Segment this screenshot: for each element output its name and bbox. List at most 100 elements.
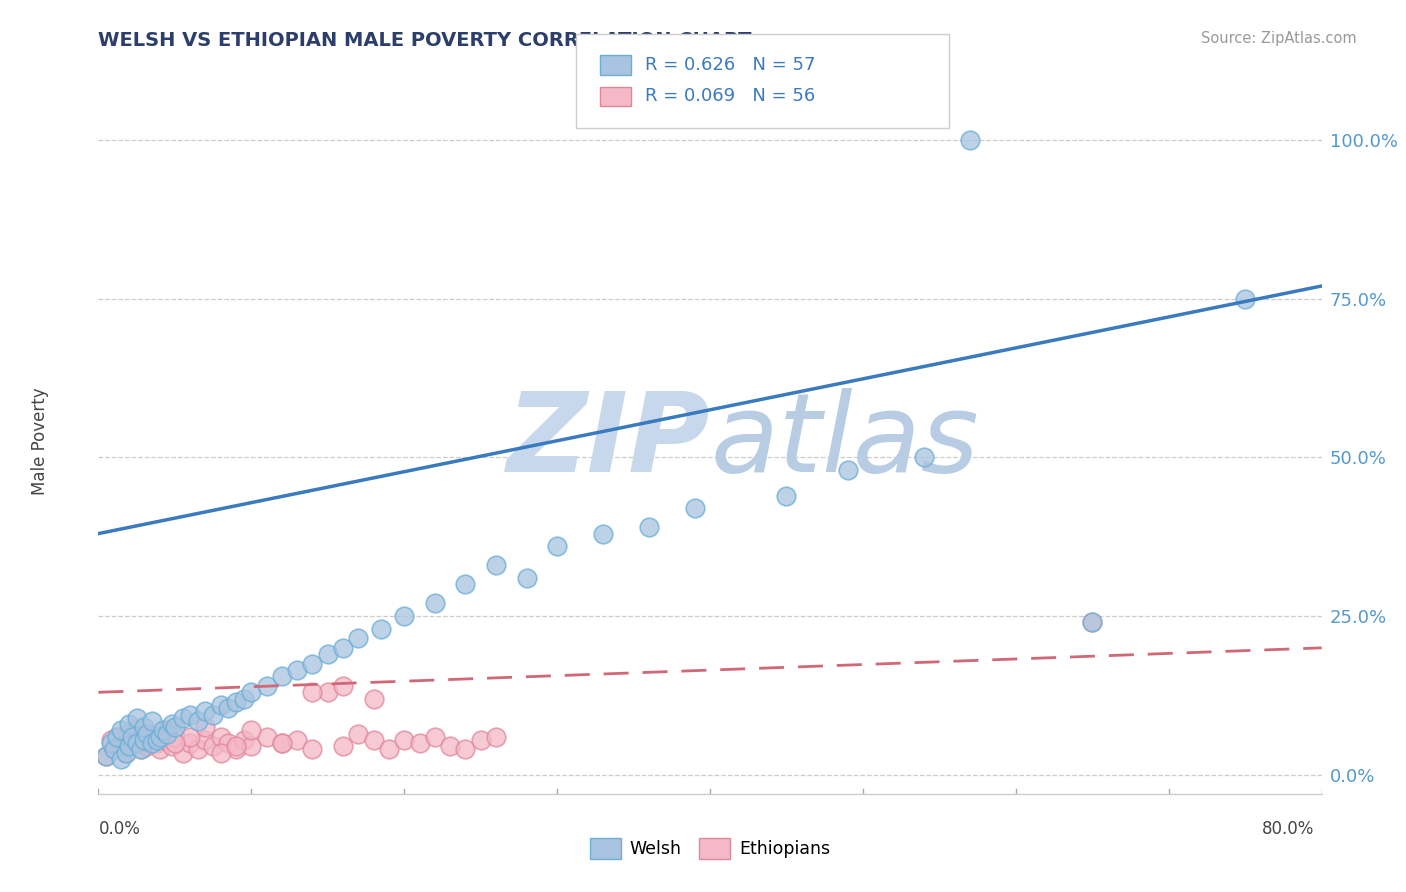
Point xyxy=(592,526,614,541)
Point xyxy=(141,730,163,744)
Point xyxy=(100,736,122,750)
Point xyxy=(240,723,263,738)
Point xyxy=(775,488,797,502)
Point xyxy=(105,730,128,744)
Text: ZIP: ZIP xyxy=(506,388,710,495)
Point xyxy=(485,730,508,744)
Point xyxy=(94,748,117,763)
Point xyxy=(179,707,201,722)
Point xyxy=(270,736,292,750)
Point xyxy=(134,733,156,747)
Point xyxy=(347,632,370,646)
Point xyxy=(136,726,159,740)
Point xyxy=(129,742,152,756)
Point xyxy=(225,739,247,754)
Point xyxy=(912,450,935,465)
Point xyxy=(156,726,179,740)
Text: WELSH VS ETHIOPIAN MALE POVERTY CORRELATION CHART: WELSH VS ETHIOPIAN MALE POVERTY CORRELAT… xyxy=(98,31,752,50)
Point xyxy=(145,733,167,747)
Point xyxy=(332,640,354,655)
Point xyxy=(100,733,122,747)
Point xyxy=(105,730,128,744)
Point xyxy=(316,647,339,661)
Point xyxy=(423,596,446,610)
Point xyxy=(194,704,217,718)
Point xyxy=(363,733,385,747)
Point xyxy=(118,717,141,731)
Point xyxy=(225,742,247,756)
Point xyxy=(115,746,138,760)
Point xyxy=(240,739,263,754)
Point xyxy=(152,733,174,747)
Text: Source: ZipAtlas.com: Source: ZipAtlas.com xyxy=(1201,31,1357,46)
Point xyxy=(172,711,194,725)
Point xyxy=(129,742,152,756)
Point xyxy=(392,733,416,747)
Point xyxy=(149,742,172,756)
Point xyxy=(94,748,117,763)
Point xyxy=(141,714,163,728)
Point xyxy=(163,720,186,734)
Point xyxy=(454,742,477,756)
Point xyxy=(187,742,209,756)
Point xyxy=(194,720,217,734)
Text: 0.0%: 0.0% xyxy=(98,820,141,838)
Point xyxy=(141,736,163,750)
Point xyxy=(110,723,132,738)
Point xyxy=(392,609,416,624)
Point xyxy=(225,695,247,709)
Point xyxy=(134,733,156,747)
Point xyxy=(121,730,143,744)
Point xyxy=(232,733,254,747)
Point xyxy=(217,701,239,715)
Point xyxy=(103,742,125,756)
Point xyxy=(110,752,132,766)
Point xyxy=(370,622,392,636)
Point xyxy=(256,730,278,744)
Point xyxy=(285,733,308,747)
Point xyxy=(454,577,477,591)
Point xyxy=(121,736,143,750)
Point xyxy=(118,739,141,754)
Point xyxy=(118,726,141,740)
Point xyxy=(378,742,401,756)
Point xyxy=(202,739,225,754)
Point xyxy=(270,736,292,750)
Point xyxy=(301,685,323,699)
Point xyxy=(837,463,859,477)
Point xyxy=(209,746,232,760)
Point xyxy=(332,679,354,693)
Point xyxy=(546,539,568,553)
Point xyxy=(187,714,209,728)
Point xyxy=(423,730,446,744)
Point xyxy=(115,746,138,760)
Point xyxy=(1081,615,1104,630)
Point xyxy=(516,571,538,585)
Point xyxy=(256,679,278,693)
Point xyxy=(160,717,183,731)
Point xyxy=(439,739,461,754)
Point xyxy=(408,736,430,750)
Point xyxy=(125,723,148,738)
Point xyxy=(156,723,179,738)
Point xyxy=(959,133,981,147)
Point xyxy=(163,736,186,750)
Point xyxy=(363,691,385,706)
Point xyxy=(134,720,156,734)
Point xyxy=(209,730,232,744)
Point xyxy=(110,739,132,754)
Point xyxy=(125,711,148,725)
Point xyxy=(194,733,217,747)
Point xyxy=(1234,292,1257,306)
Point xyxy=(209,698,232,712)
Point xyxy=(347,726,370,740)
Point xyxy=(163,730,186,744)
Point xyxy=(1081,615,1104,630)
Point xyxy=(232,691,254,706)
Point xyxy=(470,733,492,747)
Point xyxy=(103,742,125,756)
Text: 80.0%: 80.0% xyxy=(1263,820,1315,838)
Point xyxy=(683,501,706,516)
Point xyxy=(149,730,172,744)
Point xyxy=(637,520,661,534)
